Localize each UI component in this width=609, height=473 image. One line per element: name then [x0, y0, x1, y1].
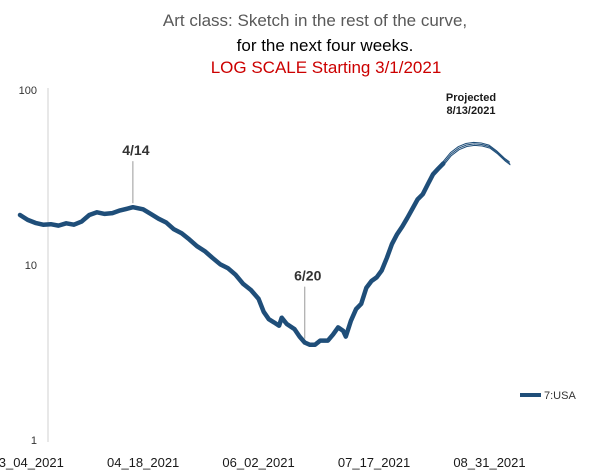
y-tick-label: 100 — [19, 85, 37, 97]
annotation-projected-label: 8/13/2021 — [447, 105, 496, 117]
annotation-label: 4/14 — [122, 142, 149, 158]
projection-sketch-line — [443, 144, 511, 166]
x-tick-label: 08_31_2021 — [453, 455, 525, 470]
legend: 7:USA — [520, 390, 576, 402]
chart-title-line-1: Art class: Sketch in the rest of the cur… — [163, 11, 467, 30]
chart-title-line-2: for the next four weeks. — [237, 36, 414, 55]
annotation-projected-label: Projected — [446, 92, 496, 104]
y-tick-label: 1 — [31, 435, 37, 447]
x-tick-label: 06_02_2021 — [222, 455, 294, 470]
series-line-usa — [17, 161, 446, 348]
projection-sketch-line — [442, 141, 510, 163]
x-tick-label: 03_04_2021 — [0, 455, 64, 470]
annotation-guides — [132, 161, 306, 339]
y-tick-labels: 1 10 100 — [19, 85, 37, 447]
chart-subtitle: LOG SCALE Starting 3/1/2021 — [211, 58, 442, 77]
x-tick-label: 04_18_2021 — [107, 455, 179, 470]
projection-sketch-line — [442, 143, 511, 164]
x-tick-labels: 03_04_2021 04_18_2021 06_02_2021 07_17_2021… — [0, 455, 526, 470]
legend-label-usa: 7:USA — [544, 390, 576, 402]
series-layer — [17, 141, 511, 348]
x-tick-label: 07_17_2021 — [338, 455, 410, 470]
annotation-label: 6/20 — [294, 268, 321, 284]
y-tick-label: 10 — [25, 260, 37, 272]
